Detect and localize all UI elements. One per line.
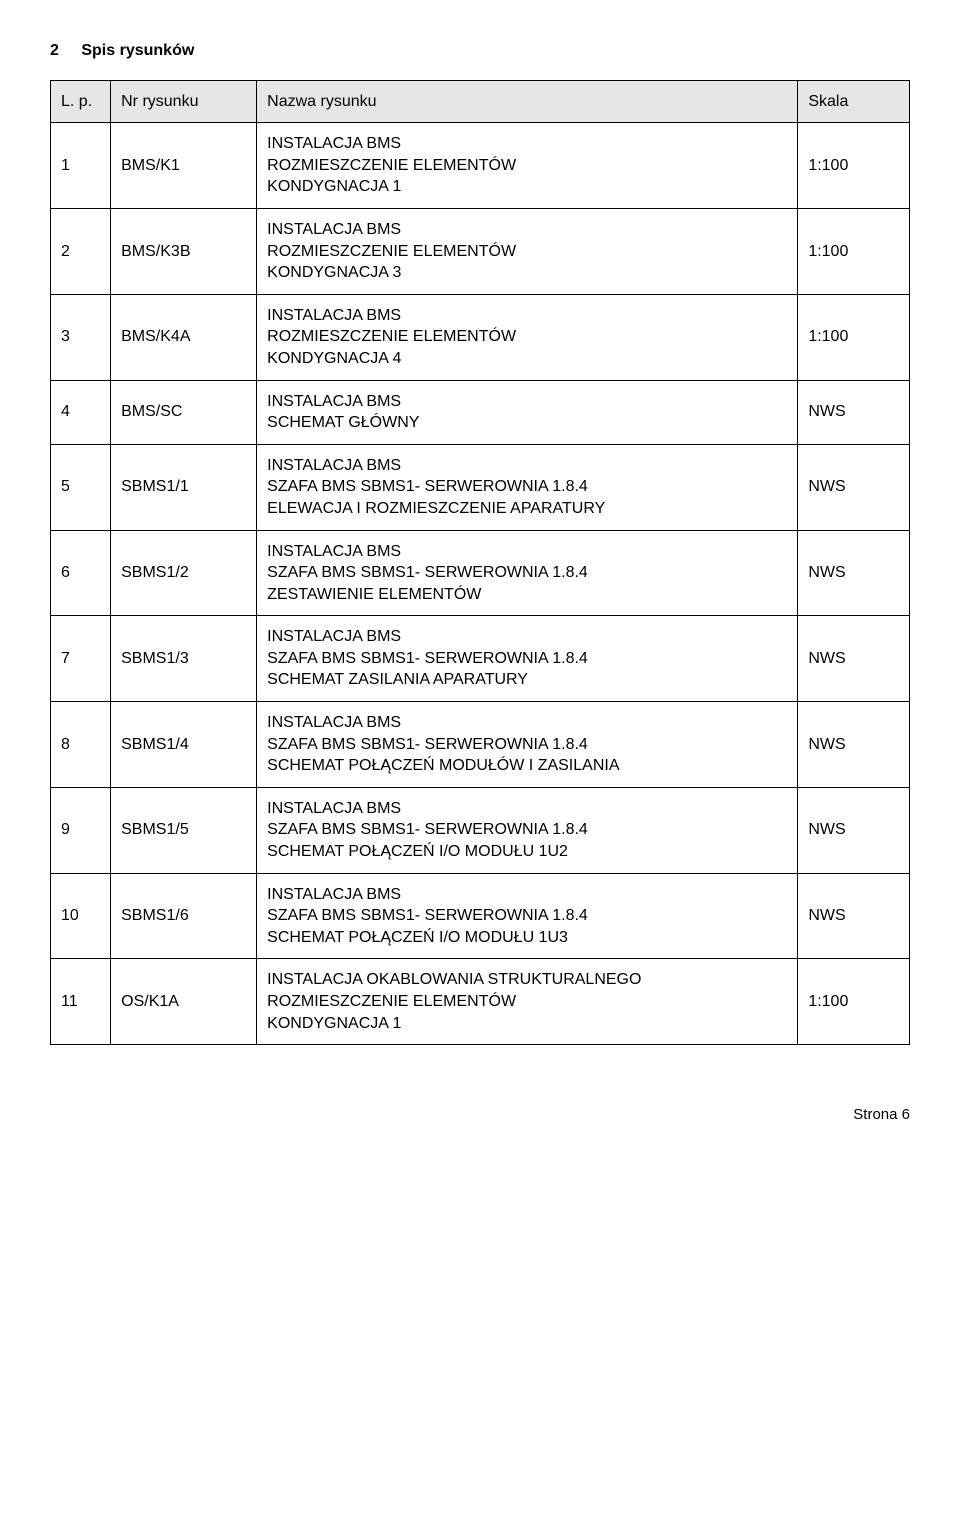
desc-line: INSTALACJA BMS bbox=[267, 541, 789, 563]
desc-line: ROZMIESZCZENIE ELEMENTÓW bbox=[267, 241, 789, 263]
col-name: Nazwa rysunku bbox=[257, 80, 798, 123]
cell-scale: NWS bbox=[798, 444, 910, 530]
cell-nr: BMS/SC bbox=[111, 380, 257, 444]
cell-scale: NWS bbox=[798, 380, 910, 444]
table-row: 4BMS/SCINSTALACJA BMSSCHEMAT GŁÓWNYNWS bbox=[51, 380, 910, 444]
desc-line: ELEWACJA I ROZMIESZCZENIE APARATURY bbox=[267, 498, 789, 520]
cell-nr: SBMS1/3 bbox=[111, 616, 257, 702]
drawings-table: L. p. Nr rysunku Nazwa rysunku Skala 1BM… bbox=[50, 80, 910, 1046]
cell-nr: SBMS1/1 bbox=[111, 444, 257, 530]
cell-scale: 1:100 bbox=[798, 959, 910, 1045]
section-number: 2 bbox=[50, 40, 59, 62]
cell-scale: NWS bbox=[798, 702, 910, 788]
cell-lp: 8 bbox=[51, 702, 111, 788]
desc-line: KONDYGNACJA 1 bbox=[267, 1013, 789, 1035]
cell-name: INSTALACJA BMSSZAFA BMS SBMS1- SERWEROWN… bbox=[257, 530, 798, 616]
cell-scale: 1:100 bbox=[798, 208, 910, 294]
table-row: 6SBMS1/2INSTALACJA BMSSZAFA BMS SBMS1- S… bbox=[51, 530, 910, 616]
cell-name: INSTALACJA BMSROZMIESZCZENIE ELEMENTÓWKO… bbox=[257, 208, 798, 294]
cell-name: INSTALACJA BMSSZAFA BMS SBMS1- SERWEROWN… bbox=[257, 702, 798, 788]
cell-nr: SBMS1/2 bbox=[111, 530, 257, 616]
table-row: 5SBMS1/1INSTALACJA BMSSZAFA BMS SBMS1- S… bbox=[51, 444, 910, 530]
cell-nr: BMS/K4A bbox=[111, 294, 257, 380]
desc-line: SCHEMAT GŁÓWNY bbox=[267, 412, 789, 434]
table-row: 11OS/K1AINSTALACJA OKABLOWANIA STRUKTURA… bbox=[51, 959, 910, 1045]
cell-lp: 1 bbox=[51, 123, 111, 209]
cell-nr: SBMS1/5 bbox=[111, 787, 257, 873]
desc-line: INSTALACJA BMS bbox=[267, 455, 789, 477]
cell-name: INSTALACJA BMSROZMIESZCZENIE ELEMENTÓWKO… bbox=[257, 294, 798, 380]
desc-line: KONDYGNACJA 1 bbox=[267, 176, 789, 198]
cell-lp: 2 bbox=[51, 208, 111, 294]
table-header-row: L. p. Nr rysunku Nazwa rysunku Skala bbox=[51, 80, 910, 123]
desc-line: SZAFA BMS SBMS1- SERWEROWNIA 1.8.4 bbox=[267, 648, 789, 670]
cell-lp: 9 bbox=[51, 787, 111, 873]
cell-nr: BMS/K3B bbox=[111, 208, 257, 294]
cell-name: INSTALACJA BMSSZAFA BMS SBMS1- SERWEROWN… bbox=[257, 444, 798, 530]
desc-line: SZAFA BMS SBMS1- SERWEROWNIA 1.8.4 bbox=[267, 734, 789, 756]
desc-line: ZESTAWIENIE ELEMENTÓW bbox=[267, 584, 789, 606]
cell-lp: 6 bbox=[51, 530, 111, 616]
cell-scale: NWS bbox=[798, 616, 910, 702]
desc-line: INSTALACJA BMS bbox=[267, 219, 789, 241]
section-heading: 2 Spis rysunków bbox=[50, 40, 910, 62]
desc-line: INSTALACJA BMS bbox=[267, 305, 789, 327]
table-row: 3BMS/K4AINSTALACJA BMSROZMIESZCZENIE ELE… bbox=[51, 294, 910, 380]
section-title: Spis rysunków bbox=[81, 42, 194, 59]
cell-name: INSTALACJA BMSSZAFA BMS SBMS1- SERWEROWN… bbox=[257, 873, 798, 959]
col-scale: Skala bbox=[798, 80, 910, 123]
desc-line: ROZMIESZCZENIE ELEMENTÓW bbox=[267, 155, 789, 177]
desc-line: SCHEMAT POŁĄCZEŃ I/O MODUŁU 1U3 bbox=[267, 927, 789, 949]
cell-name: INSTALACJA BMSSZAFA BMS SBMS1- SERWEROWN… bbox=[257, 787, 798, 873]
cell-scale: NWS bbox=[798, 530, 910, 616]
cell-name: INSTALACJA BMSSZAFA BMS SBMS1- SERWEROWN… bbox=[257, 616, 798, 702]
desc-line: INSTALACJA BMS bbox=[267, 391, 789, 413]
desc-line: SCHEMAT ZASILANIA APARATURY bbox=[267, 669, 789, 691]
cell-lp: 5 bbox=[51, 444, 111, 530]
desc-line: INSTALACJA BMS bbox=[267, 712, 789, 734]
desc-line: KONDYGNACJA 3 bbox=[267, 262, 789, 284]
table-row: 1BMS/K1INSTALACJA BMSROZMIESZCZENIE ELEM… bbox=[51, 123, 910, 209]
cell-lp: 11 bbox=[51, 959, 111, 1045]
page-footer: Strona 6 bbox=[50, 1105, 910, 1125]
cell-nr: OS/K1A bbox=[111, 959, 257, 1045]
desc-line: INSTALACJA BMS bbox=[267, 884, 789, 906]
desc-line: ROZMIESZCZENIE ELEMENTÓW bbox=[267, 991, 789, 1013]
table-row: 8SBMS1/4INSTALACJA BMSSZAFA BMS SBMS1- S… bbox=[51, 702, 910, 788]
cell-lp: 4 bbox=[51, 380, 111, 444]
cell-nr: BMS/K1 bbox=[111, 123, 257, 209]
desc-line: SCHEMAT POŁĄCZEŃ I/O MODUŁU 1U2 bbox=[267, 841, 789, 863]
desc-line: SZAFA BMS SBMS1- SERWEROWNIA 1.8.4 bbox=[267, 905, 789, 927]
desc-line: INSTALACJA OKABLOWANIA STRUKTURALNEGO bbox=[267, 969, 789, 991]
table-row: 10SBMS1/6INSTALACJA BMSSZAFA BMS SBMS1- … bbox=[51, 873, 910, 959]
cell-scale: 1:100 bbox=[798, 123, 910, 209]
desc-line: KONDYGNACJA 4 bbox=[267, 348, 789, 370]
cell-nr: SBMS1/6 bbox=[111, 873, 257, 959]
table-row: 7SBMS1/3INSTALACJA BMSSZAFA BMS SBMS1- S… bbox=[51, 616, 910, 702]
cell-nr: SBMS1/4 bbox=[111, 702, 257, 788]
cell-scale: NWS bbox=[798, 787, 910, 873]
desc-line: SZAFA BMS SBMS1- SERWEROWNIA 1.8.4 bbox=[267, 476, 789, 498]
cell-name: INSTALACJA BMSROZMIESZCZENIE ELEMENTÓWKO… bbox=[257, 123, 798, 209]
col-lp: L. p. bbox=[51, 80, 111, 123]
cell-name: INSTALACJA OKABLOWANIA STRUKTURALNEGOROZ… bbox=[257, 959, 798, 1045]
cell-lp: 3 bbox=[51, 294, 111, 380]
desc-line: SZAFA BMS SBMS1- SERWEROWNIA 1.8.4 bbox=[267, 562, 789, 584]
desc-line: INSTALACJA BMS bbox=[267, 798, 789, 820]
cell-lp: 10 bbox=[51, 873, 111, 959]
cell-name: INSTALACJA BMSSCHEMAT GŁÓWNY bbox=[257, 380, 798, 444]
desc-line: SZAFA BMS SBMS1- SERWEROWNIA 1.8.4 bbox=[267, 819, 789, 841]
table-row: 9SBMS1/5INSTALACJA BMSSZAFA BMS SBMS1- S… bbox=[51, 787, 910, 873]
table-row: 2BMS/K3BINSTALACJA BMSROZMIESZCZENIE ELE… bbox=[51, 208, 910, 294]
cell-lp: 7 bbox=[51, 616, 111, 702]
desc-line: INSTALACJA BMS bbox=[267, 133, 789, 155]
cell-scale: NWS bbox=[798, 873, 910, 959]
desc-line: ROZMIESZCZENIE ELEMENTÓW bbox=[267, 326, 789, 348]
cell-scale: 1:100 bbox=[798, 294, 910, 380]
col-nr: Nr rysunku bbox=[111, 80, 257, 123]
desc-line: SCHEMAT POŁĄCZEŃ MODUŁÓW I ZASILANIA bbox=[267, 755, 789, 777]
desc-line: INSTALACJA BMS bbox=[267, 626, 789, 648]
